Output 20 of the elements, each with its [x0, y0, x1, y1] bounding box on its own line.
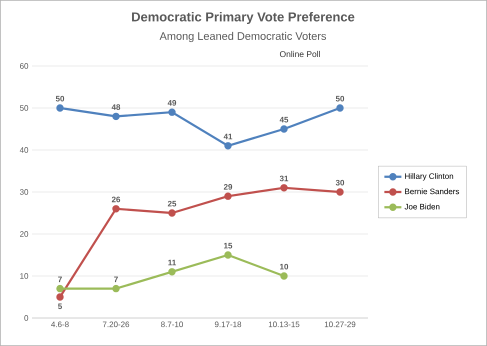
point	[168, 209, 176, 217]
point	[56, 284, 64, 292]
text: Online Poll	[280, 50, 320, 58]
point	[280, 272, 288, 280]
point	[280, 184, 288, 192]
chart-title: Democratic Primary Vote Preference	[132, 12, 354, 24]
point	[224, 251, 232, 259]
point	[112, 112, 120, 120]
point	[168, 108, 176, 116]
point	[224, 192, 232, 200]
point	[112, 205, 120, 212]
point	[112, 284, 120, 292]
point	[336, 104, 344, 112]
point	[56, 104, 64, 112]
point	[280, 125, 288, 133]
point	[224, 142, 232, 150]
point	[336, 188, 344, 196]
chart-subtitle: Among Leaned Democratic Voters	[160, 32, 326, 42]
point	[56, 293, 64, 301]
point	[168, 268, 176, 276]
